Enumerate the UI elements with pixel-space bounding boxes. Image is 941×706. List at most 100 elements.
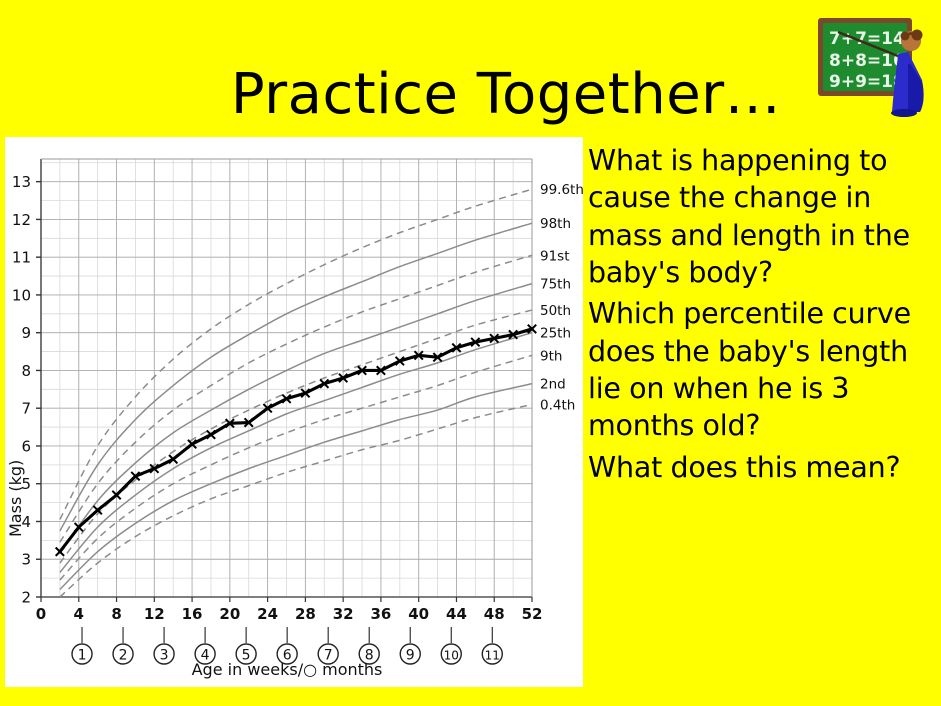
x-axis-label: Age in weeks/○ months bbox=[192, 660, 383, 679]
month-marker-6: 6 bbox=[276, 627, 298, 665]
svg-text:10: 10 bbox=[444, 649, 459, 663]
growth-chart: 99.6th 98th 91st 75th 50th 25th 9th 2nd 0.4th 2 3… bbox=[5, 137, 583, 687]
centile-legend-labels: 99.6th 98th 91st 75th 50th 25th 9th 2nd 0.4th bbox=[540, 182, 583, 413]
centile-label-91st: 91st bbox=[540, 248, 570, 264]
month-marker-1: 1 bbox=[71, 627, 93, 665]
x-tick-32: 32 bbox=[333, 605, 354, 623]
question-1: What is happening to cause the change in… bbox=[588, 144, 910, 289]
y-tick-8: 8 bbox=[21, 362, 31, 380]
x-tick-52: 52 bbox=[522, 605, 543, 623]
data-point-marker bbox=[281, 393, 292, 404]
questions-column: What is happening to cause the change in… bbox=[588, 142, 941, 702]
centile-curve-50th bbox=[59, 309, 533, 564]
data-point-marker bbox=[319, 378, 330, 389]
x-axis-tick-labels: 0 4 8 12 16 20 24 28 32 36 40 44 48 52 bbox=[36, 605, 543, 623]
centile-curve-91st bbox=[59, 254, 533, 543]
baby-mass-series bbox=[58, 327, 534, 554]
month-marker-9: 9 bbox=[399, 627, 421, 665]
y-tick-13: 13 bbox=[12, 173, 31, 191]
centile-label-75th: 75th bbox=[540, 277, 571, 293]
y-tick-9: 9 bbox=[21, 324, 31, 342]
data-point-marker bbox=[224, 418, 235, 429]
centile-curve-98th bbox=[59, 222, 533, 532]
centile-label-25th: 25th bbox=[540, 326, 571, 342]
x-tick-44: 44 bbox=[446, 605, 467, 623]
y-tick-11: 11 bbox=[12, 249, 31, 267]
data-point-marker bbox=[92, 505, 103, 516]
data-point-marker bbox=[130, 471, 141, 482]
y-tick-10: 10 bbox=[12, 286, 31, 304]
y-tick-5: 5 bbox=[21, 475, 31, 493]
data-point-marker bbox=[206, 429, 216, 440]
svg-text:3: 3 bbox=[160, 648, 169, 664]
data-point-marker bbox=[432, 352, 443, 363]
y-tick-7: 7 bbox=[21, 400, 31, 418]
data-point-marker bbox=[338, 373, 349, 383]
svg-text:8: 8 bbox=[365, 648, 374, 664]
data-point-marker bbox=[413, 350, 424, 361]
question-2: Which percentile curve does the baby's l… bbox=[588, 297, 911, 443]
centile-curve-2nd bbox=[59, 382, 533, 590]
x-tick-20: 20 bbox=[219, 605, 240, 623]
data-point-marker bbox=[451, 342, 462, 353]
baby-mass-line bbox=[58, 327, 534, 554]
y-tick-2: 2 bbox=[21, 589, 31, 607]
svg-text:4: 4 bbox=[201, 648, 210, 664]
centile-curve-9th bbox=[59, 354, 533, 581]
page-title: Practice Together… bbox=[230, 62, 782, 127]
x-tick-36: 36 bbox=[370, 605, 391, 623]
y-tick-3: 3 bbox=[21, 551, 31, 569]
data-point-marker bbox=[394, 356, 405, 366]
svg-text:8+8=16: 8+8=16 bbox=[829, 51, 905, 71]
data-point-marker bbox=[243, 417, 254, 428]
month-marker-2: 2 bbox=[112, 627, 134, 665]
svg-text:9: 9 bbox=[406, 648, 415, 664]
svg-text:11: 11 bbox=[485, 649, 500, 663]
month-marker-3: 3 bbox=[153, 627, 175, 665]
x-axis-tick-marks bbox=[40, 597, 533, 602]
teacher-chalkboard-clipart: 7+7=14 8+8=16 9+9=18 bbox=[812, 8, 936, 120]
x-tick-28: 28 bbox=[295, 605, 316, 623]
growth-chart-panel: 99.6th 98th 91st 75th 50th 25th 9th 2nd 0.4th 2 3… bbox=[5, 137, 583, 687]
data-point-marker bbox=[300, 388, 311, 399]
x-tick-24: 24 bbox=[257, 605, 278, 623]
x-tick-16: 16 bbox=[182, 605, 203, 623]
data-point-marker bbox=[470, 337, 481, 348]
centile-label-9th: 9th bbox=[540, 348, 562, 364]
svg-text:9+9=18: 9+9=18 bbox=[829, 72, 905, 92]
month-tick-markers: 1 2 3 4 5 6 7 8 9 10 11 bbox=[71, 627, 503, 665]
data-point-marker bbox=[73, 522, 84, 533]
y-axis-label: Mass (kg) bbox=[6, 460, 25, 537]
centile-label-98th: 98th bbox=[540, 216, 571, 232]
month-marker-5: 5 bbox=[235, 627, 257, 665]
centile-curves bbox=[59, 188, 533, 598]
x-tick-40: 40 bbox=[408, 605, 429, 623]
month-marker-11: 11 bbox=[481, 627, 503, 665]
x-tick-8: 8 bbox=[111, 605, 121, 623]
svg-text:1: 1 bbox=[78, 648, 87, 664]
centile-curve-25th bbox=[59, 331, 533, 573]
data-point-marker bbox=[54, 546, 65, 557]
month-marker-7: 7 bbox=[317, 627, 339, 665]
centile-label-99.6th: 99.6th bbox=[540, 182, 583, 198]
x-tick-4: 4 bbox=[74, 605, 84, 623]
centile-label-0.4th: 0.4th bbox=[540, 397, 575, 413]
y-tick-4: 4 bbox=[21, 513, 31, 531]
centile-curve-75th bbox=[59, 282, 533, 555]
svg-text:7+7=14: 7+7=14 bbox=[829, 29, 905, 49]
data-point-marker bbox=[262, 403, 273, 414]
x-tick-12: 12 bbox=[144, 605, 165, 623]
data-point-marker bbox=[168, 454, 179, 465]
centile-label-50th: 50th bbox=[540, 303, 571, 319]
y-axis-tick-marks bbox=[36, 180, 41, 598]
centile-curve-0.4th bbox=[59, 403, 533, 598]
x-tick-0: 0 bbox=[36, 605, 46, 623]
y-tick-12: 12 bbox=[12, 211, 31, 229]
month-marker-10: 10 bbox=[440, 627, 462, 665]
y-axis-tick-labels: 2 3 4 5 6 7 8 9 10 11 12 13 bbox=[12, 173, 31, 606]
data-point-marker bbox=[149, 463, 160, 474]
baby-mass-markers bbox=[54, 324, 537, 557]
x-tick-48: 48 bbox=[484, 605, 505, 623]
data-point-marker bbox=[187, 439, 197, 449]
